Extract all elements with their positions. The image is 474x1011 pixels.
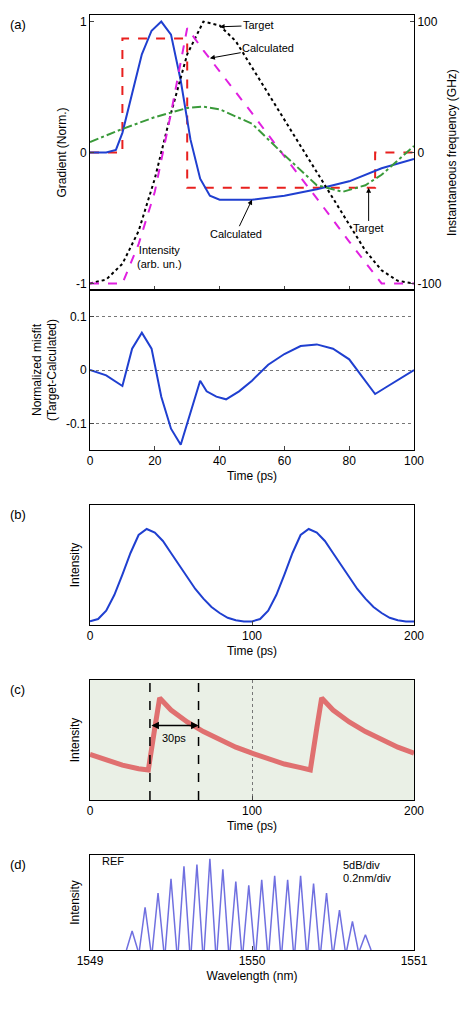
svg-text:100: 100 xyxy=(417,15,437,29)
svg-text:Calculated: Calculated xyxy=(242,42,294,54)
svg-text:1550: 1550 xyxy=(239,954,266,968)
svg-text:Intensity: Intensity xyxy=(68,718,82,763)
svg-text:0: 0 xyxy=(87,629,94,643)
svg-text:200: 200 xyxy=(404,629,424,643)
svg-text:Time (ps): Time (ps) xyxy=(227,469,277,483)
svg-text:40: 40 xyxy=(213,454,227,468)
svg-text:Gradient (Norm.): Gradient (Norm.) xyxy=(55,107,69,197)
svg-text:5dB/div: 5dB/div xyxy=(343,859,380,871)
svg-text:(a): (a) xyxy=(10,17,26,32)
svg-text:1549: 1549 xyxy=(77,954,104,968)
svg-text:Instantaneous frequency (GHz): Instantaneous frequency (GHz) xyxy=(445,69,459,236)
svg-text:30ps: 30ps xyxy=(162,732,186,744)
svg-text:Wavelength (nm): Wavelength (nm) xyxy=(207,969,298,983)
svg-text:0: 0 xyxy=(80,363,87,377)
svg-text:REF: REF xyxy=(102,855,124,867)
svg-text:100: 100 xyxy=(404,454,424,468)
svg-text:100: 100 xyxy=(242,629,262,643)
svg-text:Intensity(arb. un.): Intensity(arb. un.) xyxy=(137,244,182,270)
svg-text:0: 0 xyxy=(417,146,424,160)
svg-text:60: 60 xyxy=(278,454,292,468)
svg-text:Intensity: Intensity xyxy=(68,543,82,588)
svg-text:Normalized misfit(Target-Calcu: Normalized misfit(Target-Calculated) xyxy=(30,319,60,421)
svg-text:1: 1 xyxy=(80,15,87,29)
svg-text:-1: -1 xyxy=(76,277,87,291)
svg-text:Intensity: Intensity xyxy=(68,880,82,925)
svg-text:Target: Target xyxy=(353,222,384,234)
svg-text:(d): (d) xyxy=(10,857,26,872)
svg-text:100: 100 xyxy=(242,804,262,818)
svg-text:200: 200 xyxy=(404,804,424,818)
svg-text:80: 80 xyxy=(343,454,357,468)
svg-text:0: 0 xyxy=(87,804,94,818)
svg-text:0: 0 xyxy=(87,454,94,468)
svg-text:Time (ps): Time (ps) xyxy=(227,819,277,833)
svg-text:-100: -100 xyxy=(417,277,441,291)
svg-text:20: 20 xyxy=(148,454,162,468)
svg-text:Calculated: Calculated xyxy=(210,228,262,240)
svg-text:(c): (c) xyxy=(10,682,25,697)
svg-text:-0.1: -0.1 xyxy=(66,417,87,431)
svg-text:Target: Target xyxy=(243,19,274,31)
svg-text:0.2nm/div: 0.2nm/div xyxy=(343,872,391,884)
svg-text:0.1: 0.1 xyxy=(70,310,87,324)
svg-text:1551: 1551 xyxy=(401,954,428,968)
svg-text:0: 0 xyxy=(80,146,87,160)
svg-text:(b): (b) xyxy=(10,507,26,522)
svg-text:Time (ps): Time (ps) xyxy=(227,644,277,658)
